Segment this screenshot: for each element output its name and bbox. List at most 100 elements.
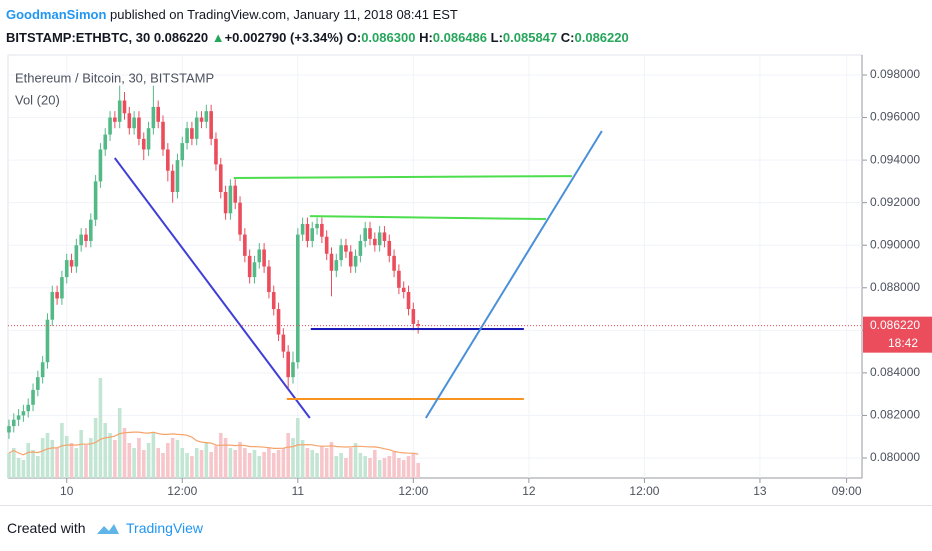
volume-bar (377, 460, 382, 478)
volume-bar (26, 443, 31, 478)
candle-body (267, 266, 271, 293)
volume-bar (406, 456, 411, 478)
volume-bar (141, 450, 146, 478)
x-tick-label: 12:00 (629, 484, 659, 498)
trend-line (233, 175, 572, 179)
y-tick-label: 0.080000 (870, 450, 920, 464)
candle-body (315, 223, 319, 229)
countdown: 18:42 (888, 336, 918, 350)
volume-bar (334, 456, 339, 478)
volume-bar (209, 452, 213, 478)
candle-body (26, 404, 31, 412)
candle-body (243, 234, 247, 256)
volume-bar (55, 448, 59, 478)
candle-body (377, 232, 382, 246)
plot-area (7, 54, 863, 479)
volume-bar (16, 458, 21, 478)
volume-bar (373, 450, 377, 478)
candle-body (353, 255, 358, 267)
candles (7, 85, 420, 439)
candle-body (89, 219, 93, 241)
candle-body (286, 351, 290, 378)
candle-body (185, 128, 189, 144)
candle-body (79, 234, 83, 246)
candle-body (300, 223, 305, 235)
volume-bar (257, 456, 262, 478)
candle-body (175, 160, 180, 193)
volume-bar (127, 443, 132, 478)
brand[interactable]: TradingView (126, 520, 204, 536)
symbol: BITSTAMP:ETHBTC, 30 (6, 30, 151, 45)
x-tick-label: 13 (753, 484, 767, 498)
candle-body (161, 121, 165, 150)
candle-body (209, 111, 213, 139)
low: 0.085847 (502, 30, 558, 45)
h-label: H: (419, 30, 433, 45)
username[interactable]: GoodmanSimon (6, 7, 107, 22)
l-label: L: (490, 30, 503, 45)
candle-body (373, 238, 377, 246)
candle-body (36, 377, 40, 390)
volume-bar (117, 408, 122, 478)
volume-bar (243, 448, 247, 478)
y-tick-label: 0.090000 (870, 237, 920, 251)
volume-bar (84, 445, 88, 478)
y-tick-label: 0.096000 (870, 110, 920, 124)
candle-body (257, 249, 262, 263)
published: published on TradingView.com, January 11… (110, 7, 458, 22)
candle-body (50, 292, 55, 320)
volume-bar (291, 438, 295, 478)
volume-bar (329, 442, 334, 478)
volume-bar (387, 456, 392, 478)
volume-bar (218, 433, 223, 478)
candle-body (141, 138, 146, 150)
y-tick-label: 0.082000 (870, 408, 920, 422)
volume-bar (204, 443, 209, 478)
candle-body (271, 292, 276, 310)
candle-body (223, 192, 228, 214)
volume-bar (368, 458, 372, 478)
candle-body (166, 149, 170, 171)
candle-body (7, 426, 11, 433)
candle-body (233, 185, 238, 203)
candle-body (55, 292, 59, 299)
candle-body (329, 253, 334, 271)
y-tick-label: 0.092000 (870, 195, 920, 209)
volume-bar (60, 423, 64, 478)
volume-bar (324, 448, 329, 478)
logo (97, 524, 119, 534)
volume-bar (7, 453, 11, 478)
volume-bar (214, 446, 218, 478)
candle-body (69, 260, 74, 267)
volume-bar (40, 438, 45, 478)
volume-bar (113, 440, 117, 478)
x-tick-label: 12 (522, 484, 536, 498)
volume-bar (233, 450, 238, 478)
candle-body (382, 232, 387, 241)
volume-bar (397, 458, 401, 478)
volume-bar (74, 448, 79, 478)
candle-body (113, 117, 117, 122)
candle-body (108, 117, 112, 135)
volume-bar (267, 448, 271, 478)
candle-body (16, 415, 21, 420)
volume-bar (98, 378, 103, 478)
y-tick-label: 0.094000 (870, 152, 920, 166)
candle-body (339, 245, 343, 261)
volume-bar (271, 453, 276, 478)
trend-line (309, 215, 546, 221)
volume-bar (411, 453, 416, 478)
candle-body (122, 100, 127, 114)
candle-body (392, 255, 396, 271)
trend-line (425, 130, 603, 419)
volume-bar (416, 463, 420, 478)
volume-bar (392, 452, 396, 478)
volume-bar (238, 442, 242, 478)
symbol-line: BITSTAMP:ETHBTC, 30 0.086220 ▲+0.002790 … (6, 30, 629, 45)
candle-body (45, 319, 50, 363)
candle-body (21, 411, 26, 416)
candle-body (204, 111, 209, 122)
volume-bar (166, 443, 170, 478)
drawings (113, 130, 603, 419)
